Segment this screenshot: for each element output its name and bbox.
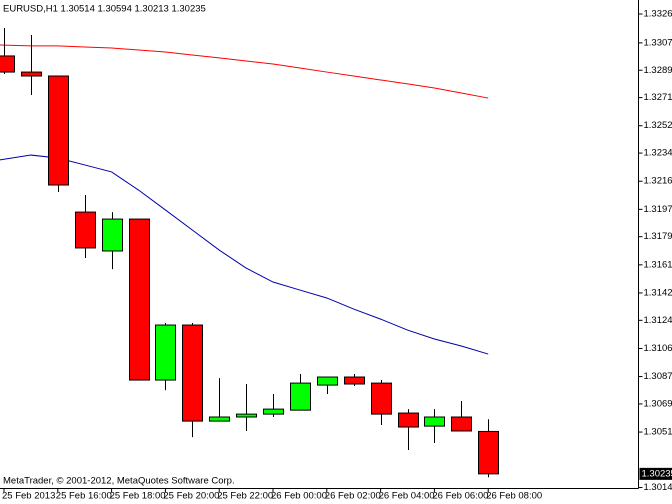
candle-body (48, 75, 69, 186)
candle-body (344, 376, 365, 385)
y-tick-label: 1.33260 (644, 9, 672, 20)
candle-body (0, 55, 15, 73)
candle-body (102, 218, 123, 252)
y-tick-label: 1.33070 (644, 37, 672, 48)
y-tick-label: 1.30695 (644, 398, 672, 409)
x-tick-label: 26 Feb 00:00 (271, 491, 327, 502)
candle-body (129, 218, 150, 381)
candle-body (236, 413, 257, 418)
candle-body (75, 211, 96, 249)
current-price-box (639, 467, 672, 480)
candle-body (478, 430, 499, 475)
x-tick-label: 25 Feb 22:00 (217, 491, 273, 502)
y-tick-label: 1.30145 (644, 482, 672, 493)
watermark: MetaTrader, © 2001-2012, MetaQuotes Soft… (3, 476, 235, 487)
y-tick-label: 1.30875 (644, 371, 672, 382)
x-tick-label: 26 Feb 02:00 (325, 491, 381, 502)
candle-body (182, 324, 203, 422)
y-tick-label: 1.32525 (644, 120, 672, 131)
x-tick-label: 26 Feb 08:00 (486, 491, 542, 502)
chart-title: EURUSD,H1 1.30514 1.30594 1.30213 1.3023… (3, 4, 206, 15)
x-tick-label: 25 Feb 18:00 (110, 491, 166, 502)
y-tick-label: 1.30510 (644, 427, 672, 438)
y-tick-label: 1.31610 (644, 259, 672, 270)
y-tick-label: 1.31245 (644, 315, 672, 326)
y-tick-label: 1.31975 (644, 204, 672, 215)
x-tick-label: 26 Feb 06:00 (432, 491, 488, 502)
moving-average-line (0, 154, 489, 355)
candle-body (371, 382, 392, 415)
candle-body (263, 408, 284, 415)
current-price-label: 1.30235 (642, 468, 672, 479)
candle-body (451, 416, 472, 432)
y-tick-label: 1.31060 (644, 343, 672, 354)
candle-body (209, 416, 230, 422)
candle-body (398, 412, 419, 428)
y-tick-label: 1.32890 (644, 65, 672, 76)
candle-body (290, 382, 311, 411)
candle-body (317, 376, 338, 386)
moving-average-line (0, 44, 489, 99)
x-tick-label: 25 Feb 2013 (2, 491, 55, 502)
candle-body (424, 416, 445, 427)
y-tick-label: 1.32160 (644, 176, 672, 187)
y-tick-label: 1.32345 (644, 148, 672, 159)
x-tick-label: 25 Feb 16:00 (56, 491, 112, 502)
y-tick-label: 1.31425 (644, 287, 672, 298)
x-tick-label: 26 Feb 04:00 (379, 491, 435, 502)
y-tick-label: 1.32710 (644, 92, 672, 103)
candle-body (21, 71, 42, 77)
candle-body (155, 324, 176, 381)
x-tick-label: 25 Feb 20:00 (163, 491, 219, 502)
y-tick-label: 1.31795 (644, 231, 672, 242)
